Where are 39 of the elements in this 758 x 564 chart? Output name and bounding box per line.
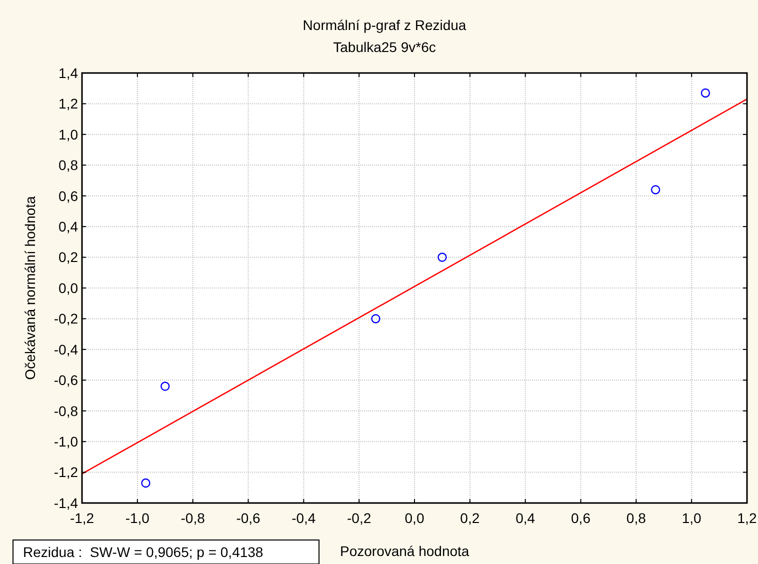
point <box>160 382 170 391</box>
x-tick-label: -0,2 <box>347 510 372 526</box>
point <box>141 478 150 488</box>
y-tick-label: 0,2 <box>58 249 78 266</box>
y-axis-title: Očekávaná normální hodnota <box>22 196 38 380</box>
y-tick-label: -1,2 <box>54 464 78 480</box>
x-tick-label: -0,8 <box>180 510 206 526</box>
x-tick-label: 1,0 <box>682 510 702 526</box>
y-tick-label: -1,4 <box>54 494 78 511</box>
y-tick-label: 1,2 <box>58 96 78 112</box>
x-tick-label: 0,0 <box>404 510 424 526</box>
y-tick-label: 1,4 <box>58 64 78 81</box>
y-tick-label: 0,0 <box>58 280 78 296</box>
y-tick-label: 0,6 <box>58 188 78 204</box>
point <box>371 314 380 324</box>
text: Rezidua : SW-W = 0,9065; p = 0,4138 <box>23 544 264 560</box>
y-tick-label: -0,6 <box>54 372 78 388</box>
y-tick-label: 1,0 <box>58 126 78 142</box>
point <box>438 252 447 262</box>
x-tick-label: -0,6 <box>236 510 261 526</box>
y-tick-label: -0,4 <box>54 341 78 358</box>
chart-subtitle: Tabulka25 9v*6c <box>333 39 436 55</box>
y-tick-label: 0,8 <box>58 157 78 174</box>
y-tick-label: -0,2 <box>54 310 78 327</box>
x-tick-label: 0,4 <box>516 510 536 526</box>
x-tick-label: 0,2 <box>460 510 480 526</box>
x-axis-title: Pozorovaná hodnota <box>340 543 470 559</box>
chart-title: Normální p-graf z Rezidua <box>302 17 466 33</box>
y-tick-label: 0,4 <box>58 218 78 234</box>
point <box>700 88 710 98</box>
y-tick-label: -1,0 <box>54 433 78 450</box>
x-tick-label: 0,6 <box>571 510 591 526</box>
y-tick-label: -0,8 <box>54 402 78 419</box>
x-tick-label: 1,2 <box>737 510 757 526</box>
x-tick-label: -0,4 <box>292 510 316 526</box>
point <box>650 185 660 194</box>
x-tick-label: 0,8 <box>626 510 646 526</box>
x-tick-label: -1,2 <box>70 510 94 526</box>
x-tick-label: -1,0 <box>125 510 150 526</box>
